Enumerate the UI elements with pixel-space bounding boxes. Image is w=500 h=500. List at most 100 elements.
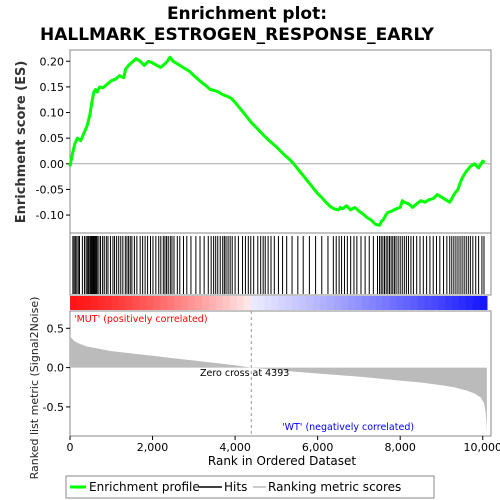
color-bar-segment [139,296,148,310]
color-bar-segment [208,296,217,310]
color-bar-segment [215,296,224,310]
color-bar-segment [445,296,453,310]
color-bar-segment [334,296,342,310]
color-bar-segment [271,296,280,310]
legend: Enrichment profile Hits Ranking metric s… [65,475,435,499]
color-bar-segment [222,296,231,310]
color-bar-segment [111,296,120,310]
color-bar-segment [188,296,196,310]
color-bar-segment [466,296,474,310]
color-bar-segment [327,296,335,310]
color-bar-segment [375,296,384,310]
color-bar-segment [417,296,425,310]
legend-frame [65,475,435,499]
hit-marks [72,236,485,294]
es-ytick-label: 0.15 [40,81,65,94]
es-ytick-label: 0.10 [40,107,65,120]
metric-frame [69,310,492,437]
metric-panel: 0.5 0.0 -0.5 0 2,000 4,000 6,000 8,000 10,000 '… [28,297,500,480]
hits-frame [69,232,492,296]
metric-ytick-label: 0.0 [47,362,65,375]
color-bar-segment [340,296,349,310]
chart-subtitle: HALLMARK_ESTROGEN_RESPONSE_EARLY [40,25,435,45]
color-bar-segment [389,296,398,310]
x-tick-label: 6,000 [302,441,334,454]
metric-ylabel: Ranked list metric (Signal2Noise) [28,297,41,480]
color-bar-segment [257,296,266,310]
es-line [68,55,486,227]
x-tick-label: 8,000 [384,441,416,454]
legend-hits-label: Hits [224,480,247,494]
color-bar-segment [424,296,432,310]
color-bar-segment [90,296,99,310]
legend-metric-label: Ranking metric scores [268,480,401,494]
color-bar-segment [76,296,85,310]
color-bar-segment [396,296,405,310]
es-ylabel: Enrichment score (ES) [14,61,29,224]
color-bar-segment [431,296,439,310]
color-bar-segment [264,296,273,310]
x-ticks: 0 2,000 4,000 6,000 8,000 10,000 [67,436,500,454]
metric-area [70,334,487,435]
es-ytick-label: -0.05 [36,183,64,196]
es-ytick-label: 0.05 [40,132,65,145]
es-y-ticks: 0.20 0.15 0.10 0.05 0.00 -0.05 -0.10 [36,55,70,222]
metric-ytick-label: -0.5 [43,401,64,414]
es-panel: 0.20 0.15 0.10 0.05 0.00 -0.05 -0.10 Enrichmen… [14,49,492,234]
rank-color-bar [70,296,488,310]
color-bar-segment [361,296,370,310]
color-bar-segment [118,296,127,310]
color-bar-segment [472,296,481,310]
color-bar-segment [195,296,203,310]
color-bar-segment [83,296,92,310]
color-bar-segment [320,296,328,310]
color-bar-segment [285,296,293,310]
positive-label: 'MUT' (positively correlated) [74,314,208,325]
color-bar-segment [306,296,314,310]
metric-y-ticks: 0.5 0.0 -0.5 [43,322,70,414]
es-ytick-label: 0.00 [40,158,65,171]
color-bar-segment [292,296,300,310]
color-bar-segment [459,296,467,310]
color-bar-segment [354,296,363,310]
color-bar-segment [410,296,418,310]
color-bar-segment [132,296,141,310]
x-tick-label: 2,000 [137,441,169,454]
chart-title: Enrichment plot: [167,4,327,24]
color-bar-segment [243,296,252,310]
color-bar-segment [313,296,321,310]
x-tick-label: 10,000 [463,441,500,454]
x-tick-label: 0 [67,441,74,454]
color-bar-segment [438,296,446,310]
color-bar-segment [181,296,189,310]
hits-panel [69,232,492,310]
x-axis-label: Rank in Ordered Dataset [208,454,356,468]
color-bar-segment [382,296,391,310]
color-bar-segment [403,296,412,310]
color-bar-segment [202,296,210,310]
color-bar-segment [97,296,106,310]
color-bar-segment [153,296,161,310]
color-bar-segment [70,296,78,310]
metric-ytick-label: 0.5 [47,322,65,335]
color-bar-segment [236,296,245,310]
color-bar-segment [229,296,238,310]
color-bar-segment [146,296,154,310]
x-tick-label: 4,000 [219,441,251,454]
color-bar-segment [368,296,377,310]
color-bar-segment [104,296,113,310]
color-bar-segment [479,296,488,310]
color-bar-segment [299,296,307,310]
es-ytick-label: 0.20 [40,55,65,68]
negative-label: 'WT' (negatively correlated) [282,422,414,433]
color-bar-segment [452,296,460,310]
color-bar-segment [167,296,175,310]
es-ytick-label: -0.10 [36,209,64,222]
color-bar-segment [250,296,259,310]
color-bar-segment [278,296,286,310]
color-bar-segment [174,296,182,310]
color-bar-segment [125,296,134,310]
es-frame [69,49,492,234]
color-bar-segment [160,296,168,310]
